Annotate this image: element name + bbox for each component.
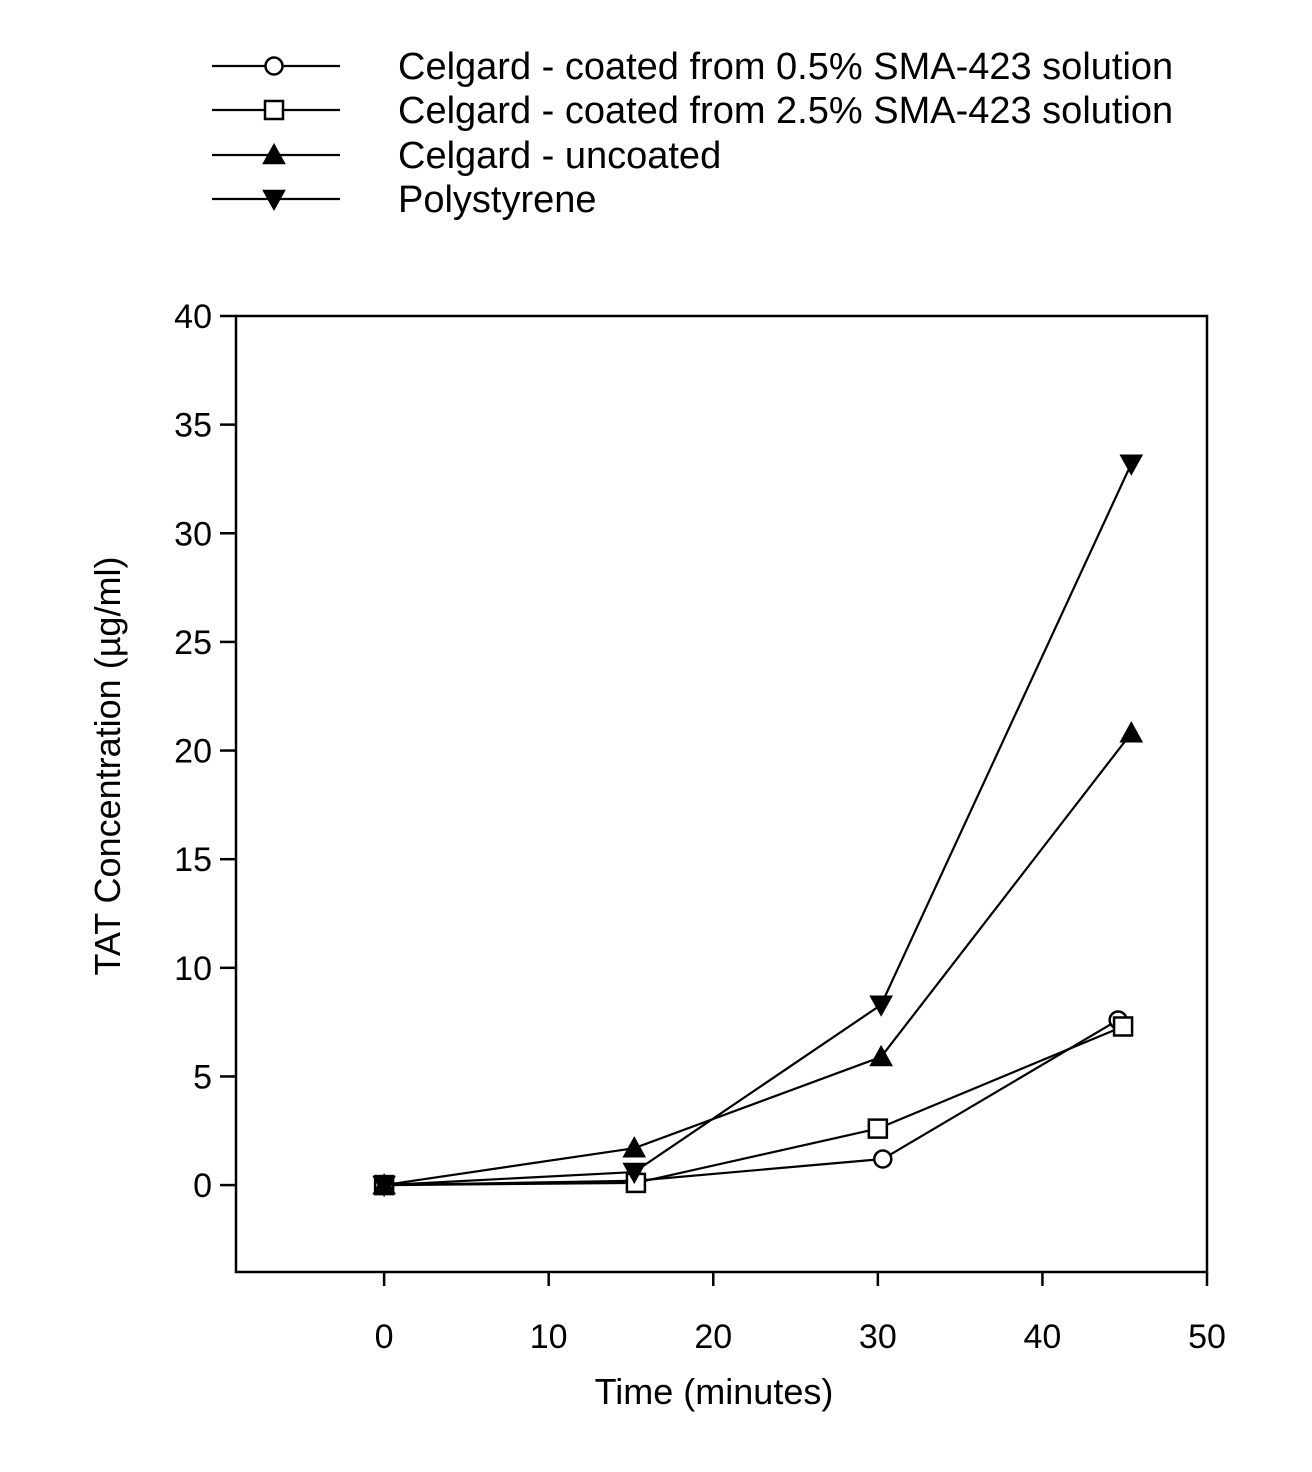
y-tick-label-7: 35: [174, 407, 212, 445]
y-tick-label-1: 5: [193, 1058, 212, 1096]
tat-concentration-chart: Celgard - coated from 0.5% SMA-423 solut…: [0, 0, 1312, 1472]
y-tick-label-4: 20: [174, 733, 212, 771]
y-axis-title: TAT Concentration (µg/ml): [87, 557, 128, 976]
series-2-point-1: [623, 1137, 645, 1157]
y-tick-label-5: 25: [174, 624, 212, 662]
legend-label-1: Celgard - coated from 2.5% SMA-423 solut…: [398, 90, 1173, 132]
series-1-point-3: [1114, 1017, 1132, 1035]
legend: Celgard - coated from 0.5% SMA-423 solut…: [212, 46, 1173, 221]
x-tick-label-1: 10: [530, 1318, 568, 1356]
x-axis-title: Time (minutes): [595, 1371, 834, 1412]
series-1: [375, 1017, 1132, 1194]
y-tick-label-2: 10: [174, 950, 212, 988]
series-line-3: [384, 464, 1131, 1185]
legend-label-0: Celgard - coated from 0.5% SMA-423 solut…: [398, 46, 1173, 88]
y-tick-label-8: 40: [174, 298, 212, 336]
y-tick-label-3: 15: [174, 841, 212, 879]
x-tick-label-2: 20: [694, 1318, 732, 1356]
series-line-2: [384, 733, 1131, 1185]
legend-label-2: Celgard - uncoated: [398, 135, 721, 177]
x-axis: 0 10 20 30 40 50: [375, 1272, 1226, 1356]
series-3-point-2: [870, 996, 892, 1016]
series-line-1: [384, 1026, 1123, 1185]
series-line-0: [384, 1020, 1118, 1185]
x-tick-label-0: 0: [375, 1318, 394, 1356]
plot-frame: [236, 316, 1207, 1272]
y-tick-label-0: 0: [193, 1167, 212, 1205]
series-2: [373, 722, 1142, 1194]
series-2-point-3: [1120, 722, 1142, 742]
series-3: [373, 455, 1142, 1196]
series-0-point-2: [874, 1151, 891, 1168]
legend-entry-3: Polystyrene: [212, 179, 597, 221]
series-2-point-2: [870, 1046, 892, 1066]
x-tick-label-5: 50: [1188, 1318, 1226, 1356]
series-0: [376, 1011, 1127, 1193]
series-1-point-2: [869, 1120, 887, 1138]
legend-marker-0: [266, 58, 283, 75]
legend-marker-1: [265, 101, 283, 119]
y-axis: 0 5 10 15 20 25 30 35 40: [174, 298, 236, 1205]
x-tick-label-4: 40: [1024, 1318, 1062, 1356]
legend-entry-1: Celgard - coated from 2.5% SMA-423 solut…: [212, 90, 1173, 132]
legend-entry-2: Celgard - uncoated: [212, 135, 721, 177]
series-layer: [373, 455, 1142, 1196]
legend-entry-0: Celgard - coated from 0.5% SMA-423 solut…: [212, 46, 1173, 88]
legend-marker-3: [263, 190, 285, 210]
series-3-point-3: [1120, 455, 1142, 475]
legend-label-3: Polystyrene: [398, 179, 597, 221]
x-tick-label-3: 30: [859, 1318, 897, 1356]
y-tick-label-6: 30: [174, 515, 212, 553]
